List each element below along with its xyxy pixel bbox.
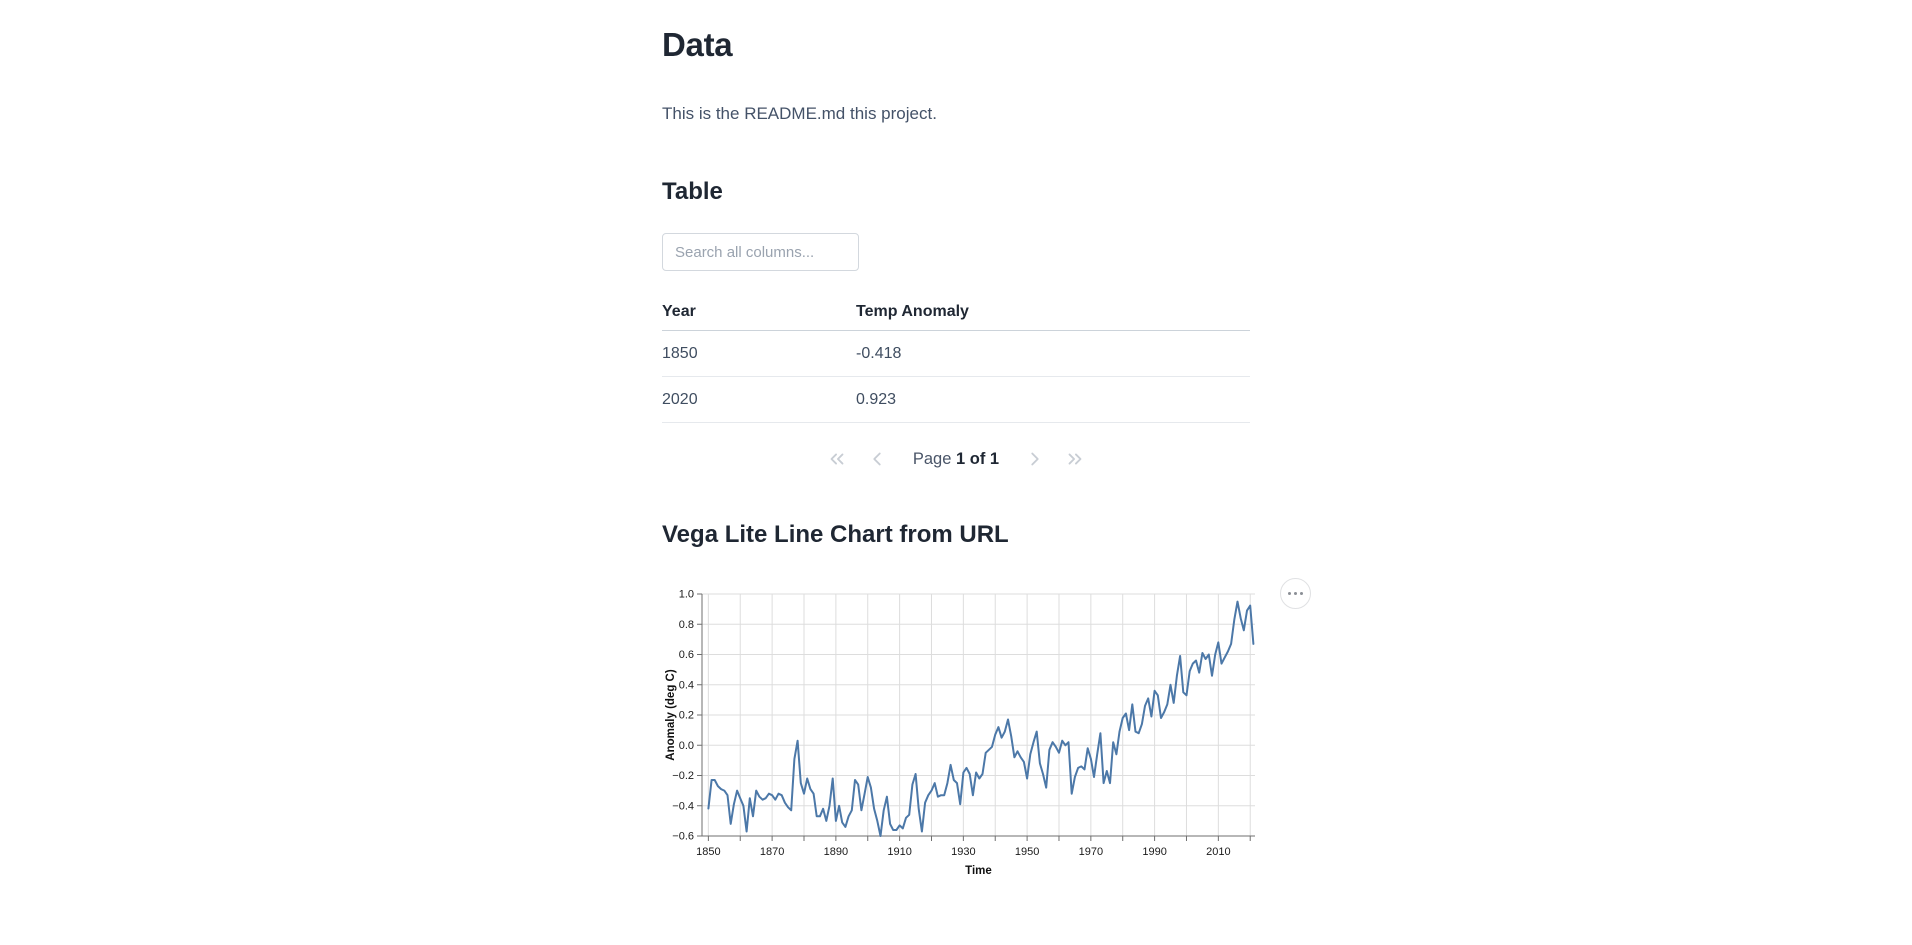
page-indicator: Page 1 of 1 bbox=[905, 450, 1007, 469]
chevrons-right-icon bbox=[1068, 453, 1082, 465]
chevrons-left-icon bbox=[830, 453, 844, 465]
svg-text:1870: 1870 bbox=[760, 846, 784, 858]
table-row: 1850 -0.418 bbox=[662, 330, 1250, 377]
readme-text: This is the README.md this project. bbox=[662, 104, 937, 123]
cell-temp-anomaly: -0.418 bbox=[856, 330, 1250, 377]
svg-text:1890: 1890 bbox=[824, 846, 848, 858]
svg-text:0.8: 0.8 bbox=[679, 619, 694, 631]
line-chart: −0.6 −0.4 −0.2 0.0 0.2 0.4 0.6 0.8 1.0 1850 1870 18… bbox=[665, 589, 1255, 877]
svg-text:1910: 1910 bbox=[887, 846, 911, 858]
svg-text:1930: 1930 bbox=[951, 846, 975, 858]
column-header-year: Year bbox=[662, 297, 857, 331]
first-page-button[interactable] bbox=[825, 447, 849, 471]
page-status: 1 of 1 bbox=[956, 449, 1000, 468]
chevron-right-icon bbox=[1031, 452, 1039, 466]
svg-text:0.6: 0.6 bbox=[679, 649, 694, 661]
cell-year: 2020 bbox=[662, 376, 857, 423]
svg-text:1950: 1950 bbox=[1015, 846, 1039, 858]
svg-text:1990: 1990 bbox=[1142, 846, 1166, 858]
vega-chart-container: −0.6 −0.4 −0.2 0.0 0.2 0.4 0.6 0.8 1.0 1850 1870 18… bbox=[662, 576, 1362, 906]
cell-temp-anomaly: 0.923 bbox=[856, 376, 1250, 423]
previous-page-button[interactable] bbox=[865, 447, 889, 471]
table-row: 2020 0.923 bbox=[662, 376, 1250, 423]
cell-year: 1850 bbox=[662, 330, 857, 377]
svg-text:1970: 1970 bbox=[1079, 846, 1103, 858]
next-page-button[interactable] bbox=[1023, 447, 1047, 471]
chevron-left-icon bbox=[873, 452, 881, 466]
chart-section-heading: Vega Lite Line Chart from URL bbox=[662, 521, 1009, 548]
ellipsis-icon bbox=[1287, 591, 1304, 596]
column-header-temp-anomaly: Temp Anomaly bbox=[856, 297, 1250, 331]
svg-text:2010: 2010 bbox=[1206, 846, 1230, 858]
svg-text:0.0: 0.0 bbox=[679, 740, 694, 752]
svg-text:0.4: 0.4 bbox=[679, 679, 694, 691]
svg-text:Anomaly (deg C): Anomaly (deg C) bbox=[665, 669, 677, 761]
svg-text:−0.6: −0.6 bbox=[672, 831, 694, 843]
last-page-button[interactable] bbox=[1063, 447, 1087, 471]
chart-actions-button[interactable] bbox=[1280, 578, 1311, 609]
svg-text:1.0: 1.0 bbox=[679, 589, 694, 601]
page-label: Page bbox=[912, 449, 952, 468]
svg-text:−0.2: −0.2 bbox=[672, 770, 694, 782]
search-input[interactable] bbox=[662, 233, 859, 271]
page-title: Data bbox=[662, 26, 733, 63]
svg-text:0.2: 0.2 bbox=[679, 710, 694, 722]
svg-text:−0.4: −0.4 bbox=[672, 800, 694, 812]
table-header-row: Year Temp Anomaly bbox=[662, 297, 1250, 331]
main-content: Data This is the README.md this project.… bbox=[662, 0, 1311, 906]
data-table: Year Temp Anomaly 1850 -0.418 2020 0.923 bbox=[662, 297, 1250, 423]
table-section-heading: Table bbox=[662, 178, 723, 205]
svg-text:1850: 1850 bbox=[696, 846, 720, 858]
pagination: Page 1 of 1 bbox=[662, 447, 1250, 471]
svg-text:Time: Time bbox=[965, 865, 992, 877]
